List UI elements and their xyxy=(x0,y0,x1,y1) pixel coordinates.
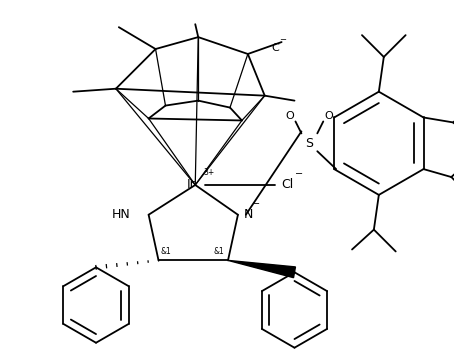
Text: Cl: Cl xyxy=(281,179,293,191)
Text: &1: &1 xyxy=(160,248,171,256)
Text: N: N xyxy=(243,208,253,221)
Text: O: O xyxy=(324,110,333,121)
Text: 3+: 3+ xyxy=(203,168,214,177)
Text: &1: &1 xyxy=(213,248,223,256)
Text: −: − xyxy=(251,199,259,209)
Text: C: C xyxy=(271,43,279,53)
Text: Ir: Ir xyxy=(187,179,195,191)
Text: S: S xyxy=(305,137,313,150)
Text: −: − xyxy=(295,169,303,179)
Text: HN: HN xyxy=(112,208,131,221)
Text: O: O xyxy=(284,110,293,121)
Text: −: − xyxy=(279,35,286,44)
Polygon shape xyxy=(228,260,295,278)
